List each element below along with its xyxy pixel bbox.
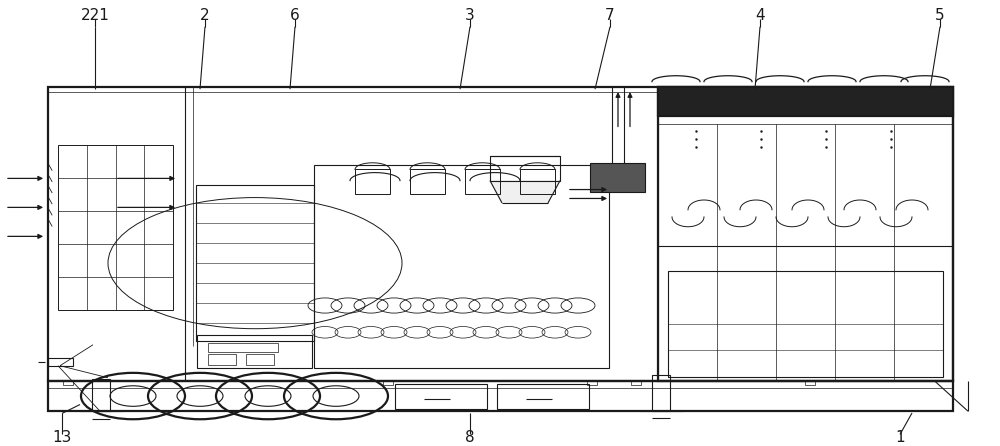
- Bar: [497, 384, 589, 409]
- Text: 2: 2: [200, 8, 210, 23]
- Text: 8: 8: [465, 430, 475, 446]
- Text: 4: 4: [755, 8, 765, 23]
- Bar: [465, 169, 500, 194]
- Bar: [395, 384, 487, 409]
- Bar: [520, 169, 555, 194]
- Bar: [658, 87, 953, 381]
- Bar: [355, 169, 390, 194]
- Bar: [805, 380, 815, 385]
- Text: 3: 3: [465, 8, 475, 23]
- Bar: [490, 156, 560, 181]
- Bar: [48, 87, 953, 381]
- Bar: [208, 343, 278, 352]
- Polygon shape: [490, 181, 560, 203]
- Bar: [590, 163, 645, 192]
- Text: 13: 13: [52, 430, 72, 446]
- Bar: [383, 380, 393, 385]
- Bar: [208, 354, 236, 365]
- Bar: [658, 87, 953, 116]
- Bar: [92, 379, 110, 411]
- Bar: [652, 375, 670, 411]
- Bar: [58, 145, 173, 310]
- Bar: [63, 380, 73, 385]
- Bar: [48, 358, 73, 366]
- Bar: [631, 380, 641, 385]
- Bar: [197, 334, 312, 368]
- Bar: [587, 380, 597, 385]
- Text: 6: 6: [290, 8, 300, 23]
- Bar: [314, 165, 609, 368]
- Bar: [48, 381, 953, 411]
- Bar: [246, 354, 274, 365]
- Text: 221: 221: [81, 8, 109, 23]
- Bar: [410, 169, 445, 194]
- Text: 1: 1: [895, 430, 905, 446]
- Text: 5: 5: [935, 8, 945, 23]
- Bar: [668, 271, 943, 377]
- Bar: [196, 185, 314, 341]
- Text: 7: 7: [605, 8, 615, 23]
